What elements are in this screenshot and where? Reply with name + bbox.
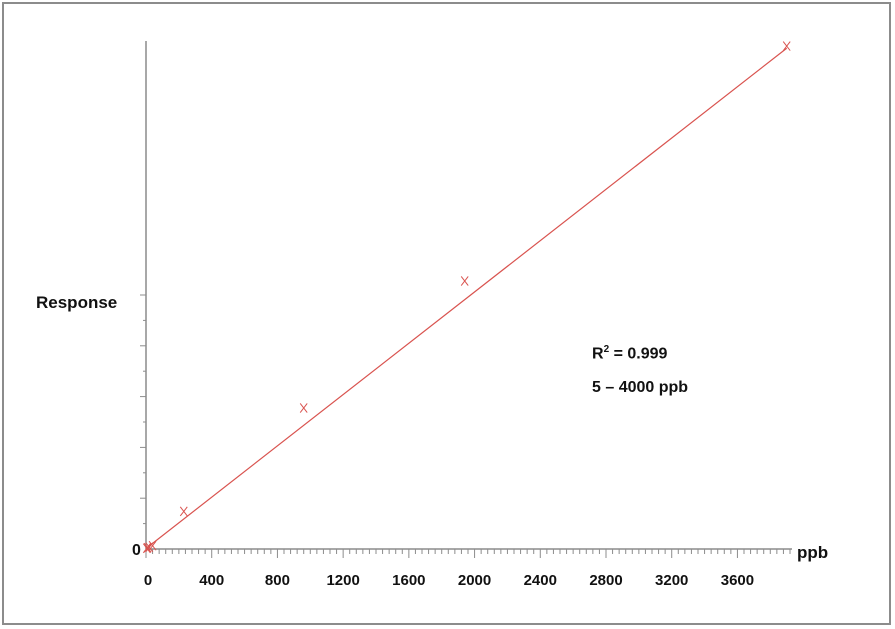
data-point-marker <box>782 41 791 51</box>
r-squared-value: = 0.999 <box>609 345 668 363</box>
x-tick-label: 800 <box>265 572 290 589</box>
marker-stroke <box>782 41 791 51</box>
r-squared-annotation: R2 = 0.999 <box>592 344 667 363</box>
fit-line-group <box>145 47 788 549</box>
marker-stroke <box>460 276 469 286</box>
data-point-marker <box>148 540 157 551</box>
data-point-marker <box>299 403 308 413</box>
x-tick-label: 1600 <box>392 572 425 589</box>
y-axis-label: Response <box>36 293 118 312</box>
y-axis-ticks <box>140 294 146 525</box>
marker-stroke <box>148 540 157 551</box>
x-tick-label: 0 <box>144 572 152 589</box>
marker-stroke <box>143 542 152 553</box>
x-tick-label: 1200 <box>326 572 359 589</box>
range-annotation: 5 – 4000 ppb <box>592 379 689 396</box>
marker-stroke <box>179 506 188 517</box>
x-tick-label: 3600 <box>721 572 754 589</box>
x-axis-ticks <box>145 549 791 558</box>
r-squared-exponent: 2 <box>603 344 610 355</box>
x-tick-labels: 0 400 800 1200 1600 2000 2400 2800 3200 3600 <box>144 572 754 589</box>
x-tick-label: 400 <box>199 572 224 589</box>
x-tick-label: 2000 <box>458 572 491 589</box>
data-point-marker <box>143 542 152 553</box>
x-axis-unit-label: ppb <box>797 543 829 562</box>
data-point-marker <box>179 506 188 517</box>
x-tick-label: 2400 <box>524 572 557 589</box>
r-squared-symbol: R <box>592 345 604 363</box>
data-point-marker <box>460 276 469 286</box>
marker-stroke <box>299 403 308 413</box>
fit-line <box>145 47 788 549</box>
x-tick-label: 2800 <box>589 572 622 589</box>
x-tick-label: 3200 <box>655 572 688 589</box>
data-points <box>142 41 791 554</box>
y-zero-label: 0 <box>132 542 141 559</box>
